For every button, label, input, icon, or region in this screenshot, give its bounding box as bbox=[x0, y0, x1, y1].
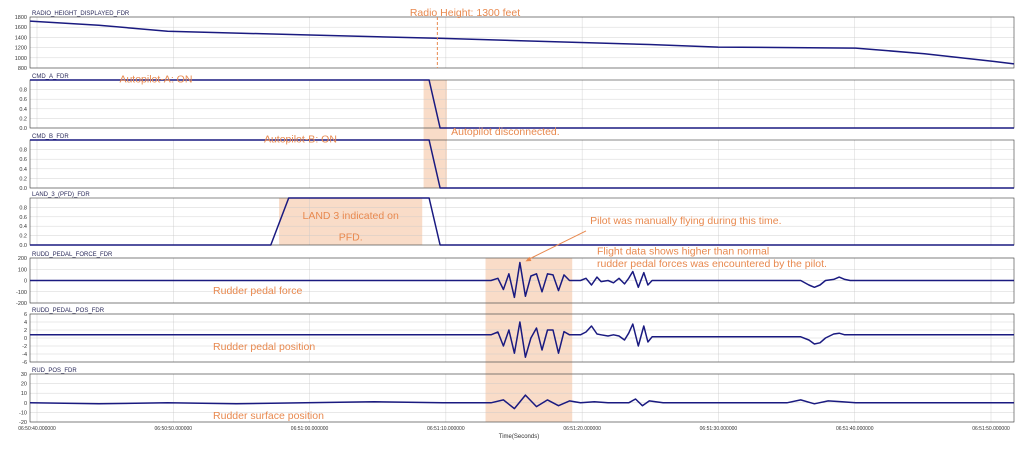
series-line bbox=[30, 79, 1014, 129]
y-tick-label: 0.4 bbox=[19, 167, 27, 173]
y-tick-label: 6 bbox=[24, 312, 27, 318]
y-tick-label: -100 bbox=[16, 290, 27, 296]
y-tick-label: 200 bbox=[18, 256, 27, 262]
y-tick-label: 0.6 bbox=[19, 157, 27, 163]
series-line bbox=[29, 394, 1014, 410]
annotation-text: LAND 3 indicated on bbox=[303, 210, 399, 222]
highlight-region bbox=[423, 80, 447, 188]
series-line bbox=[30, 197, 1014, 246]
x-tick-label: 06:51:50.000000 bbox=[972, 426, 1010, 432]
series-line bbox=[30, 321, 1014, 358]
y-tick-label: 0.4 bbox=[19, 224, 27, 230]
series-line bbox=[29, 20, 1015, 65]
annotation-text: Flight data shows higher than normal bbox=[597, 246, 769, 258]
panel-title: RUDD_PEDAL_POS_FDR bbox=[32, 308, 105, 314]
y-tick-label: 0 bbox=[24, 401, 27, 407]
y-tick-label: 1000 bbox=[15, 56, 27, 62]
panel-frame bbox=[29, 197, 1015, 246]
y-tick-label: 20 bbox=[21, 382, 27, 388]
x-tick-label: 06:51:30.000000 bbox=[700, 426, 738, 432]
annotation-text: Pilot was manually flying during this ti… bbox=[590, 215, 781, 227]
x-tick-label: 06:51:20.000000 bbox=[563, 426, 601, 432]
panel-frame bbox=[29, 139, 1015, 189]
x-tick-label: 06:50:40.000000 bbox=[18, 426, 56, 432]
y-tick-label: 100 bbox=[18, 267, 27, 273]
panel-frame bbox=[29, 79, 1015, 129]
series-line bbox=[30, 261, 1014, 299]
highlight-region bbox=[279, 198, 423, 245]
y-tick-label: 0.8 bbox=[19, 148, 27, 154]
panel-title: RUDD_PEDAL_FORCE_FDR bbox=[32, 252, 113, 258]
y-tick-label: 0 bbox=[24, 279, 27, 285]
annotation-text: Rudder pedal position bbox=[213, 341, 315, 353]
x-tick-label: 06:51:10.000000 bbox=[427, 426, 465, 432]
panel-frame bbox=[29, 16, 1015, 69]
y-tick-label: -4 bbox=[22, 352, 27, 358]
annotation-text: Autopilot-B: ON bbox=[264, 133, 337, 145]
y-tick-label: -2 bbox=[22, 344, 27, 350]
panel-title: CMD_B_FDR bbox=[32, 134, 69, 140]
y-tick-label: 0 bbox=[24, 336, 27, 342]
panel-frame bbox=[29, 313, 1015, 363]
panel-title: CMD_A_FDR bbox=[32, 74, 69, 80]
y-tick-label: 800 bbox=[18, 66, 27, 72]
y-tick-label: 0.8 bbox=[19, 88, 27, 94]
y-tick-label: 0.0 bbox=[19, 126, 27, 132]
y-tick-label: 4 bbox=[24, 320, 27, 326]
y-tick-label: 0.8 bbox=[19, 205, 27, 211]
y-tick-label: -10 bbox=[19, 410, 27, 416]
y-tick-label: 0.6 bbox=[19, 215, 27, 221]
panel-title: LAND_3_(PFD)_FDR bbox=[32, 192, 90, 198]
y-tick-label: 0.0 bbox=[19, 186, 27, 192]
x-tick-label: 06:51:40.000000 bbox=[836, 426, 874, 432]
y-tick-label: 0.0 bbox=[19, 243, 27, 249]
y-tick-label: 30 bbox=[21, 372, 27, 378]
y-tick-label: 0.2 bbox=[19, 116, 27, 122]
y-tick-label: -6 bbox=[22, 360, 27, 366]
annotation-arrow-head bbox=[525, 256, 532, 262]
y-tick-label: 0.6 bbox=[19, 97, 27, 103]
annotation-arrow-line bbox=[528, 230, 587, 260]
annotation-text: PFD. bbox=[339, 231, 363, 243]
y-tick-label: 1800 bbox=[15, 15, 27, 21]
x-tick-label: 06:50:50.000000 bbox=[155, 426, 193, 432]
annotation-text: Autopilot disconnected. bbox=[451, 126, 560, 138]
annotation-text: Autopilot-A: ON bbox=[119, 73, 192, 85]
panel-title: RADIO_HEIGHT_DISPLAYED_FDR bbox=[32, 11, 130, 17]
annotation-text: Rudder pedal force bbox=[213, 285, 302, 297]
y-tick-label: -200 bbox=[16, 301, 27, 307]
panel-frame bbox=[29, 373, 1015, 423]
y-tick-label: 0.2 bbox=[19, 234, 27, 240]
series-line bbox=[30, 139, 1014, 189]
x-tick-label: 06:51:00.000000 bbox=[291, 426, 329, 432]
y-tick-label: 2 bbox=[24, 328, 27, 334]
x-axis-label: Time(Seconds) bbox=[499, 434, 539, 440]
y-tick-label: 0.4 bbox=[19, 107, 27, 113]
y-tick-label: 10 bbox=[21, 391, 27, 397]
y-tick-label: 1400 bbox=[15, 35, 27, 41]
annotation-text: rudder pedal forces was encountered by t… bbox=[597, 258, 827, 270]
y-tick-label: 1200 bbox=[15, 46, 27, 52]
y-tick-label: -20 bbox=[19, 420, 27, 426]
annotation-text: Rudder surface position bbox=[213, 410, 324, 422]
y-tick-label: 0.2 bbox=[19, 176, 27, 182]
annotation-text: Radio Height: 1300 feet bbox=[410, 7, 520, 19]
panel-title: RUD_POS_FDR bbox=[32, 368, 77, 374]
y-tick-label: 1600 bbox=[15, 25, 27, 31]
